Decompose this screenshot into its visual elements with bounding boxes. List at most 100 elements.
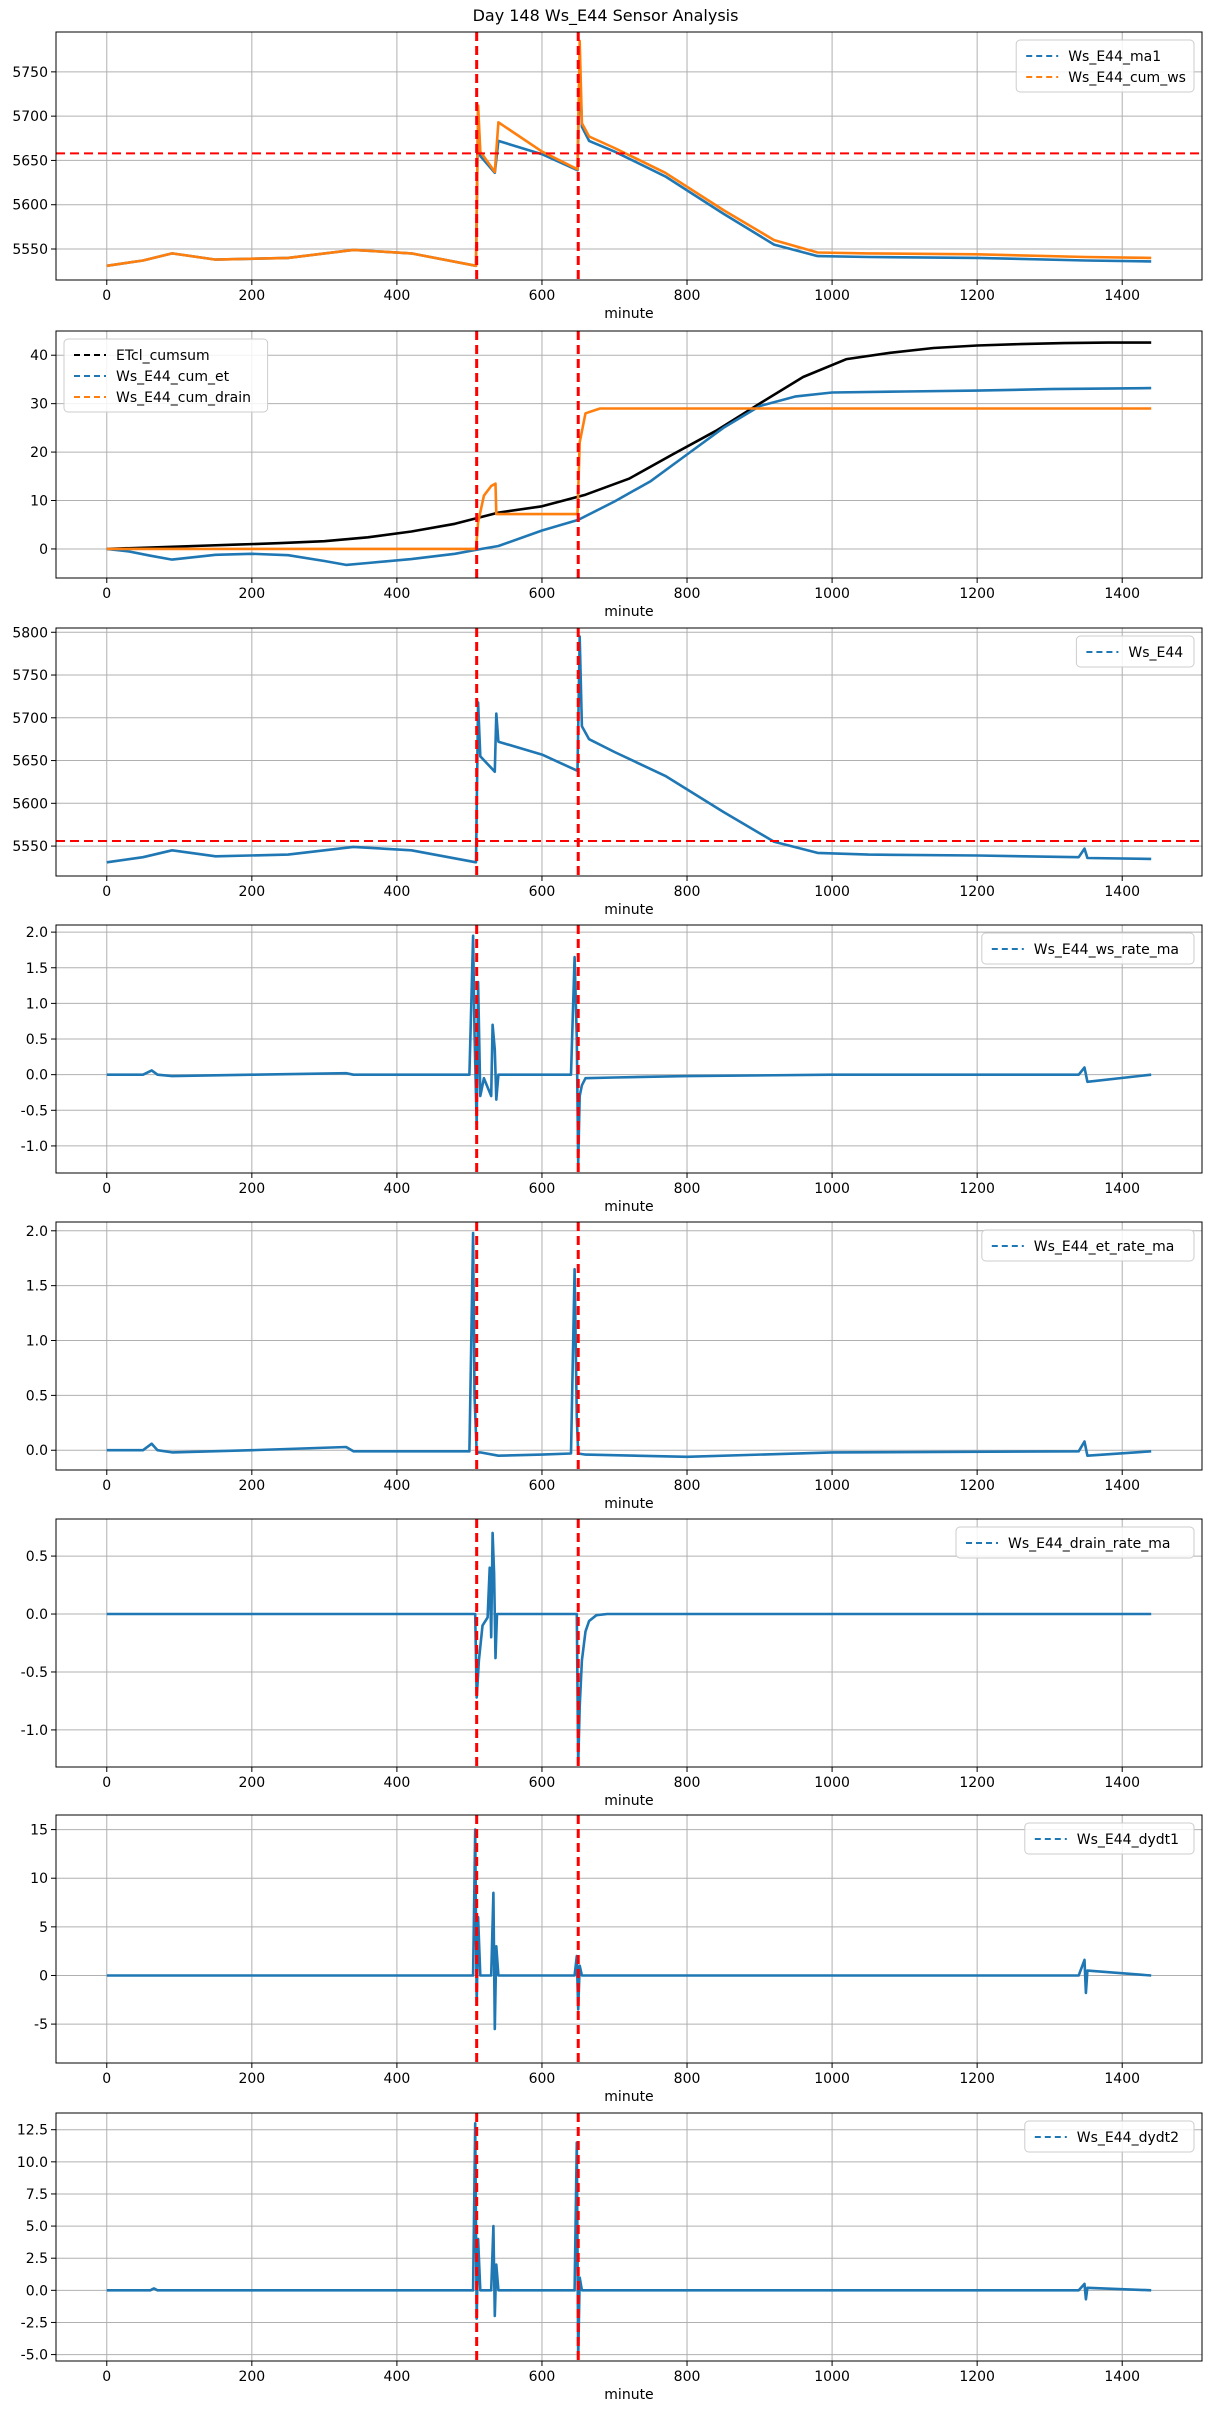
x-axis-label: minute [604,1199,653,1215]
legend-box [1024,1822,1195,1855]
y-tick-label: 10 [30,1871,48,1887]
y-tick-label: 5650 [12,754,48,770]
x-axis-label: minute [604,902,653,918]
x-tick-label: 400 [384,884,411,900]
y-tick-label: 2.0 [26,925,48,941]
x-tick-label: 1400 [1104,1775,1140,1791]
y-tick-label: 1.0 [26,1334,48,1350]
series-line-ws-e44-ma1 [106,61,1152,268]
legend: Ws_E44_dydt1 [1024,1822,1195,1855]
x-tick-label: 1400 [1104,586,1140,602]
x-tick-label: 800 [674,2071,701,2087]
x-tick-label: 1000 [814,1478,850,1494]
legend-box [63,338,269,413]
x-tick-label: 1000 [814,1181,850,1197]
y-tick-label: 0.5 [26,1549,48,1565]
legend: Ws_E44_drain_rate_ma [955,1526,1195,1559]
x-tick-label: 600 [529,1181,556,1197]
legend: Ws_E44 [1075,635,1195,668]
y-tick-label: 5550 [12,242,48,258]
legend-box [955,1526,1195,1559]
x-tick-label: 1200 [959,1478,995,1494]
legend: Ws_E44_dydt2 [1024,2120,1195,2153]
x-axis-label: minute [604,1496,653,1512]
y-tick-label: 2.0 [26,1224,48,1240]
legend-box [1015,39,1195,93]
y-tick-label: 5700 [12,109,48,125]
y-tick-label: 7.5 [26,2187,48,2203]
y-tick-label: 5 [39,1920,48,1936]
legend-label: Ws_E44_dydt2 [1077,2130,1179,2146]
series-line-ws-e44-ws-rate-ma [106,934,1152,1165]
x-tick-label: 1000 [814,586,850,602]
y-tick-label: 10.0 [17,2155,48,2171]
x-tick-label: 1400 [1104,288,1140,304]
x-tick-label: 600 [529,288,556,304]
x-axis-label: minute [604,2387,653,2403]
chart-panel-5: 0 200 400 600 800 1000 1200 1400 0.0 0.5 1.0 1.5 2.0… [26,1221,1203,1512]
x-axis-label: minute [604,306,653,322]
legend-label: Ws_E44_ma1 [1068,49,1161,65]
x-tick-label: 200 [238,2369,265,2385]
y-tick-label: -1.0 [21,1139,48,1155]
x-tick-label: 200 [238,1775,265,1791]
chart-panel-6: 0 200 400 600 800 1000 1200 1400 -1.0 -0.5 0.0 0.5 m… [21,1518,1203,1809]
y-tick-label: 0.0 [26,2283,48,2299]
x-tick-label: 1000 [814,1775,850,1791]
series-line-ws-e44-cum-ws [106,39,1152,268]
legend: Ws_E44_ws_rate_ma [981,932,1195,965]
x-tick-label: 1200 [959,884,995,900]
y-tick-label: 20 [30,445,48,461]
x-tick-label: 1400 [1104,884,1140,900]
x-axis-label: minute [604,604,653,620]
legend-label: Ws_E44_drain_rate_ma [1008,1536,1170,1552]
x-tick-label: 200 [238,1181,265,1197]
series-line-ws-e44-dydt1 [106,1828,1152,2031]
x-tick-label: 200 [238,2071,265,2087]
x-tick-label: 1000 [814,288,850,304]
y-tick-label: 1.5 [26,1279,48,1295]
legend-label: Ws_E44_cum_drain [116,390,251,406]
legend-label: Ws_E44 [1128,645,1183,661]
x-tick-label: 400 [384,586,411,602]
chart-panel-1: 0 200 400 600 800 1000 1200 1400 5550 5600 5650 570… [12,31,1203,322]
y-tick-label: 5550 [12,839,48,855]
series-line-ws-e44-dydt2 [106,2122,1152,2360]
x-tick-label: 400 [384,2369,411,2385]
y-tick-label: 0.5 [26,1388,48,1404]
x-tick-label: 800 [674,1775,701,1791]
y-tick-label: 40 [30,348,48,364]
axes-frame [55,330,1203,579]
y-tick-label: 1.5 [26,961,48,977]
y-tick-label: 0.0 [26,1068,48,1084]
legend-box [1024,2120,1195,2153]
axes-frame [55,31,1203,281]
chart-panel-7: 0 200 400 600 800 1000 1200 1400 -5 0 5 10 15 minute W… [30,1814,1203,2105]
x-tick-label: 200 [238,288,265,304]
x-tick-label: 400 [384,2071,411,2087]
series-line-ws-e44-drain-rate-ma [106,1531,1152,1766]
x-tick-label: 0 [102,288,111,304]
y-tick-label: 0 [39,542,48,558]
y-tick-label: -5.0 [21,2348,48,2364]
y-tick-label: 5750 [12,668,48,684]
x-tick-label: 200 [238,1478,265,1494]
y-tick-label: 15 [30,1823,48,1839]
x-tick-label: 600 [529,2369,556,2385]
x-tick-label: 400 [384,1478,411,1494]
x-tick-label: 0 [102,1775,111,1791]
x-tick-label: 1200 [959,1775,995,1791]
legend-label: Ws_E44_cum_et [116,369,230,385]
y-tick-label: 5800 [12,625,48,641]
chart-panel-2: 0 200 400 600 800 1000 1200 1400 0 10 20 30 40 minute… [30,330,1203,620]
legend-label: Ws_E44_et_rate_ma [1034,1239,1175,1255]
y-tick-label: 1.0 [26,996,48,1012]
series-line-ws-e44-cum-et [106,386,1152,567]
y-tick-label: 5700 [12,711,48,727]
x-tick-label: 400 [384,288,411,304]
x-tick-label: 1200 [959,288,995,304]
x-tick-label: 1400 [1104,2071,1140,2087]
legend-box [1075,635,1195,668]
x-tick-label: 0 [102,1478,111,1494]
